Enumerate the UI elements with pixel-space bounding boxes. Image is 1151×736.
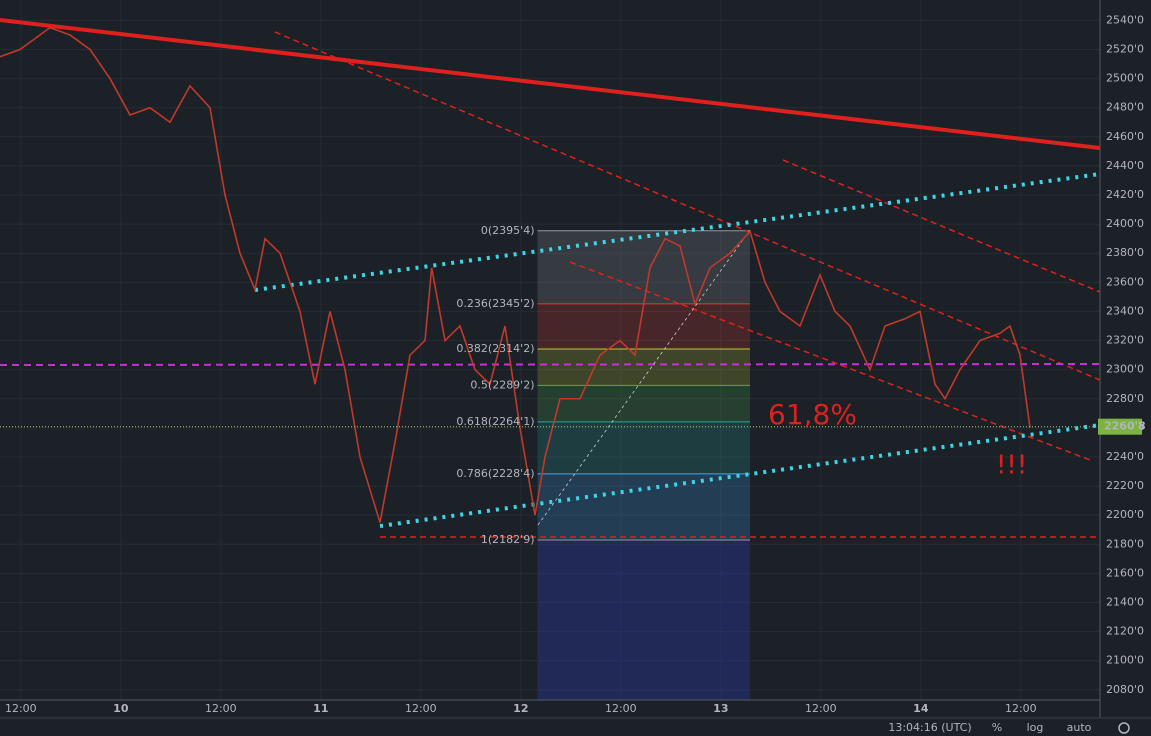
fib-label: 0.382(2314'2) <box>456 342 534 355</box>
x-tick-label: 11 <box>313 702 328 715</box>
y-tick-label: 2080'0 <box>1106 683 1144 696</box>
percent-button[interactable]: % <box>992 721 1002 734</box>
y-tick-label: 2460'0 <box>1106 130 1144 143</box>
x-tick-label: 12 <box>513 702 528 715</box>
y-tick-label: 2300'0 <box>1106 363 1144 376</box>
fibonacci <box>537 230 750 700</box>
fib-band <box>537 303 750 349</box>
y-tick-label: 2140'0 <box>1106 595 1144 608</box>
auto-button[interactable]: auto <box>1067 721 1092 734</box>
x-tick-label: 12:00 <box>5 702 37 715</box>
fib-band <box>537 230 750 304</box>
grid <box>0 0 1100 700</box>
x-tick-label: 14 <box>913 702 929 715</box>
y-tick-label: 2540'0 <box>1106 13 1144 26</box>
drawings <box>0 18 1101 538</box>
clock: 13:04:16 (UTC) <box>888 721 971 734</box>
channel-line <box>782 159 1101 293</box>
channel-line <box>569 261 1091 461</box>
y-tick-label: 2240'0 <box>1106 450 1144 463</box>
y-tick-label: 2320'0 <box>1106 334 1144 347</box>
price-axis <box>1100 0 1151 736</box>
fib-label: 0(2395'4) <box>481 224 535 237</box>
fib-label: 0.786(2228'4) <box>456 467 534 480</box>
y-tick-label: 2440'0 <box>1106 159 1144 172</box>
settings-button[interactable] <box>1118 722 1130 734</box>
fib-band <box>537 348 750 386</box>
y-tick-label: 2400'0 <box>1106 217 1144 230</box>
y-tick-label: 2280'0 <box>1106 392 1144 405</box>
fib-band <box>537 421 750 474</box>
y-tick-label: 2480'0 <box>1106 101 1144 114</box>
y-tick-label: 2420'0 <box>1106 188 1144 201</box>
y-tick-label: 2500'0 <box>1106 72 1144 85</box>
trend-line <box>0 18 1101 150</box>
plot <box>0 26 1100 523</box>
y-tick-label: 2120'0 <box>1106 625 1144 638</box>
last-price-box <box>1098 418 1142 435</box>
y-tick-label: 2180'0 <box>1106 537 1144 550</box>
price-line <box>0 26 1031 523</box>
x-tick-label: 12:00 <box>805 702 837 715</box>
x-tick-label: 12:00 <box>605 702 637 715</box>
fib-label: 0.236(2345'2) <box>456 297 534 310</box>
fib-band <box>537 385 750 422</box>
x-tick-label: 12:00 <box>405 702 437 715</box>
y-tick-label: 2100'0 <box>1106 654 1144 667</box>
fib-label: 0.618(2264'1) <box>456 415 534 428</box>
x-tick-label: 10 <box>113 702 129 715</box>
fib-label: 0.5(2289'2) <box>470 378 534 391</box>
y-tick-label: 2200'0 <box>1106 508 1144 521</box>
axis-labels: 2080'0 2100'0 2120'0 2140'0 2160'0 2180'0 2200… <box>5 13 1146 715</box>
y-tick-label: 2160'0 <box>1106 566 1144 579</box>
fib-label: 1(2182'9) <box>481 533 535 546</box>
y-tick-label: 2520'0 <box>1106 42 1144 55</box>
last-price-label: 2260'8 <box>1104 420 1146 433</box>
y-tick-label: 2220'0 <box>1106 479 1144 492</box>
y-tick-label: 2380'0 <box>1106 246 1144 259</box>
fib-diagonal <box>537 229 751 526</box>
x-tick-label: 12:00 <box>1005 702 1037 715</box>
x-tick-label: 13 <box>713 702 728 715</box>
y-tick-label: 2360'0 <box>1106 275 1144 288</box>
y-tick-label: 2340'0 <box>1106 304 1144 317</box>
annotation: !!! <box>996 451 1027 481</box>
log-button[interactable]: log <box>1027 721 1044 734</box>
fib-band <box>537 540 750 700</box>
pivot-line <box>0 363 1101 366</box>
fib-band <box>537 473 750 541</box>
annotation: 61,8% <box>768 398 857 431</box>
trend-line-dotted <box>379 423 1101 528</box>
x-tick-label: 12:00 <box>205 702 237 715</box>
